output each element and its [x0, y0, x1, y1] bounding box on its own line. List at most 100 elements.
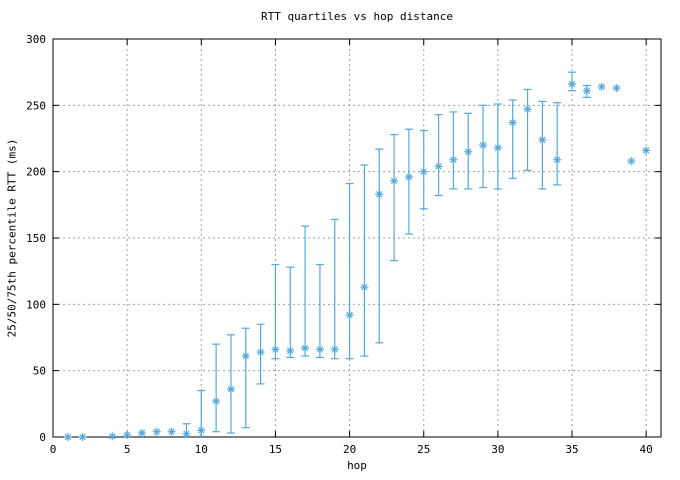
median-marker [226, 385, 235, 394]
data-point-hop-26 [434, 114, 443, 197]
data-point-hop-24 [404, 128, 413, 235]
median-marker [642, 146, 651, 155]
data-point-hop-11 [212, 343, 221, 433]
y-tick-label: 150 [26, 232, 46, 245]
median-marker [182, 429, 191, 438]
median-marker [123, 431, 132, 440]
x-tick-label: 15 [269, 443, 282, 456]
median-marker [345, 310, 354, 319]
data-point-hop-5 [123, 431, 132, 440]
x-tick-label: 5 [124, 443, 131, 456]
tick-labels: 0 50 100 150 200 250 300 0 5 10 15 20 25 30 35 40 [26, 33, 653, 456]
median-marker [434, 162, 443, 171]
data-point-hop-10 [197, 389, 206, 437]
median-marker [360, 283, 369, 292]
series-rtt-quartiles [63, 71, 651, 441]
x-axis-label: hop [347, 459, 367, 472]
median-marker [464, 147, 473, 156]
data-point-hop-19 [330, 218, 339, 360]
y-tick-label: 300 [26, 33, 46, 46]
median-marker [612, 84, 621, 93]
data-point-hop-7 [152, 427, 161, 436]
data-point-hop-15 [271, 263, 280, 360]
chart-title: RTT quartiles vs hop distance [260, 10, 454, 23]
data-point-hop-1 [63, 433, 72, 441]
data-point-hop-37 [597, 82, 606, 91]
y-tick-label: 0 [39, 431, 46, 444]
median-marker [404, 172, 413, 181]
median-marker [375, 190, 384, 199]
median-marker [212, 397, 221, 406]
data-point-hop-28 [464, 112, 473, 190]
x-tick-label: 20 [343, 443, 356, 456]
data-point-hop-30 [493, 103, 502, 190]
data-point-hop-8 [167, 427, 176, 436]
y-tick-label: 100 [26, 298, 46, 311]
median-marker [63, 433, 72, 441]
median-marker [568, 80, 577, 89]
data-point-hop-17 [301, 225, 310, 357]
median-marker [553, 155, 562, 164]
median-marker [256, 348, 265, 357]
data-point-hop-13 [241, 327, 250, 429]
median-marker [597, 82, 606, 91]
y-tick-label: 50 [33, 365, 46, 378]
x-tick-label: 25 [417, 443, 430, 456]
x-tick-label: 30 [491, 443, 504, 456]
median-marker [167, 427, 176, 436]
median-marker [78, 433, 87, 441]
axis-ticks [52, 38, 661, 438]
data-point-hop-4 [108, 432, 117, 441]
median-marker [108, 432, 117, 441]
x-tick-label: 10 [195, 443, 208, 456]
data-point-hop-23 [390, 133, 399, 262]
data-point-hop-32 [523, 88, 532, 171]
median-marker [479, 141, 488, 150]
data-point-hop-38 [612, 84, 621, 93]
median-marker [197, 426, 206, 435]
data-point-hop-31 [508, 99, 517, 179]
data-point-hop-9 [182, 423, 191, 438]
median-marker [301, 344, 310, 353]
median-marker [271, 345, 280, 354]
data-point-hop-2 [78, 433, 87, 441]
median-marker [419, 167, 428, 176]
median-marker [315, 345, 324, 354]
median-marker [493, 143, 502, 152]
data-point-hop-25 [419, 129, 428, 210]
x-tick-label: 35 [565, 443, 578, 456]
median-marker [330, 345, 339, 354]
y-tick-label: 250 [26, 99, 46, 112]
data-point-hop-39 [627, 157, 636, 166]
data-point-hop-27 [449, 111, 458, 190]
data-point-hop-29 [479, 104, 488, 189]
data-point-hop-14 [256, 323, 265, 385]
data-point-hop-40 [642, 146, 651, 155]
data-point-hop-34 [553, 102, 562, 186]
data-point-hop-6 [137, 429, 146, 438]
data-point-hop-20 [345, 183, 354, 360]
x-tick-label: 0 [50, 443, 57, 456]
data-point-hop-16 [286, 266, 295, 358]
median-marker [538, 135, 547, 144]
data-point-hop-18 [315, 263, 324, 358]
data-point-hop-22 [375, 148, 384, 344]
data-point-hop-33 [538, 100, 547, 190]
median-marker [523, 105, 532, 114]
median-marker [390, 176, 399, 185]
median-marker [508, 118, 517, 127]
data-point-hop-12 [226, 334, 235, 434]
median-marker [152, 427, 161, 436]
y-tick-label: 200 [26, 166, 46, 179]
data-point-hop-21 [360, 164, 369, 357]
median-marker [582, 86, 591, 95]
median-marker [449, 155, 458, 164]
median-marker [241, 352, 250, 361]
y-axis-label: 25/50/75th percentile RTT (ms) [5, 138, 19, 338]
data-point-hop-35 [568, 71, 577, 92]
median-marker [627, 157, 636, 166]
data-point-hop-36 [582, 84, 591, 98]
median-marker [286, 346, 295, 355]
